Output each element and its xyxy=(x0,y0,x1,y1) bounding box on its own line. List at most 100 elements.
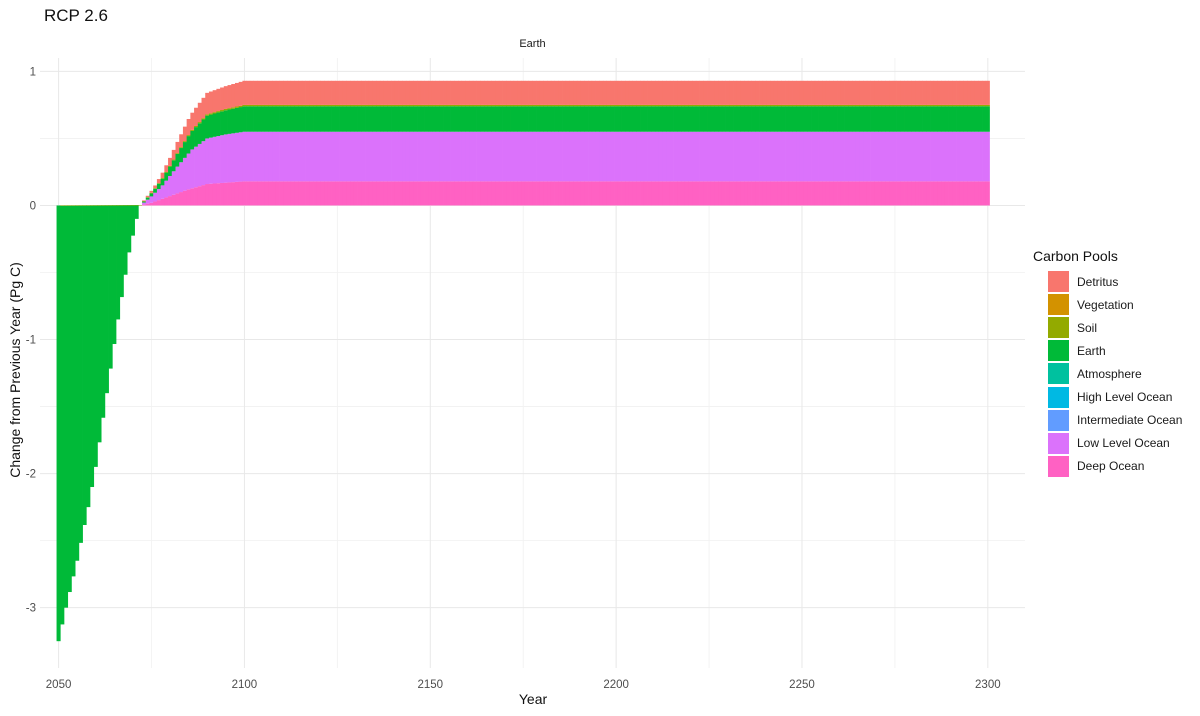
bar-segment-soil xyxy=(179,147,184,149)
bar-segment-low-level-ocean xyxy=(651,131,656,182)
bar-segment-deep-ocean xyxy=(744,181,749,206)
bar-segment-detritus xyxy=(223,86,228,109)
bar-segment-earth xyxy=(387,106,392,132)
bar-segment-earth xyxy=(941,106,946,132)
bar-segment-detritus xyxy=(833,80,838,105)
bar-segment-detritus xyxy=(550,80,555,105)
bar-segment-low-level-ocean xyxy=(625,131,630,182)
bar-segment-earth xyxy=(71,205,76,577)
bar-segment-deep-ocean xyxy=(651,181,656,206)
bar-segment-soil xyxy=(160,178,165,179)
bar-segment-earth xyxy=(840,106,845,132)
legend-label: Vegetation xyxy=(1077,297,1134,312)
legend-label: Atmosphere xyxy=(1077,366,1142,381)
bar-segment-deep-ocean xyxy=(149,202,154,206)
bar-segment-earth xyxy=(576,106,581,132)
bar-segment-low-level-ocean xyxy=(186,153,191,190)
bar-segment-soil xyxy=(718,104,723,107)
bar-segment-earth xyxy=(435,106,440,132)
bar-segment-low-level-ocean xyxy=(480,131,485,182)
bar-segment-soil xyxy=(287,104,292,107)
bar-segment-deep-ocean xyxy=(747,181,752,206)
bar-segment-low-level-ocean xyxy=(379,131,384,182)
bar-segment-detritus xyxy=(365,80,370,105)
bar-segment-detritus xyxy=(428,80,433,105)
bar-segment-earth xyxy=(249,106,254,132)
bar-segment-low-level-ocean xyxy=(164,180,169,198)
bar-segment-deep-ocean xyxy=(982,181,987,206)
bar-segment-earth xyxy=(647,106,652,132)
bar-segment-earth xyxy=(944,106,949,132)
bar-segment-detritus xyxy=(431,80,437,105)
bar-segment-deep-ocean xyxy=(707,181,712,206)
bar-segment-deep-ocean xyxy=(194,187,199,206)
bar-segment-low-level-ocean xyxy=(985,131,990,182)
bar-segment-low-level-ocean xyxy=(457,131,463,182)
bar-segment-deep-ocean xyxy=(357,181,362,206)
bar-segment-earth xyxy=(796,106,801,132)
bar-segment-detritus xyxy=(922,80,927,105)
bar-segment-low-level-ocean xyxy=(729,131,734,182)
bar-segment-detritus xyxy=(688,80,693,105)
bar-segment-deep-ocean xyxy=(669,181,674,206)
bar-segment-detritus xyxy=(710,80,715,105)
bar-segment-detritus xyxy=(532,80,537,105)
bar-segment-soil xyxy=(751,104,756,107)
bar-segment-detritus xyxy=(145,195,150,198)
bar-segment-soil xyxy=(108,205,113,206)
bar-segment-earth xyxy=(450,106,455,132)
bar-segment-detritus xyxy=(907,80,912,105)
bar-segment-earth xyxy=(911,106,916,132)
bar-segment-soil xyxy=(602,104,608,107)
bar-segment-soil xyxy=(145,197,150,198)
bar-segment-soil xyxy=(424,104,429,107)
bar-segment-earth xyxy=(640,106,645,132)
bar-segment-low-level-ocean xyxy=(785,131,790,182)
bar-segment-detritus xyxy=(164,165,169,172)
bar-segment-soil xyxy=(142,201,147,202)
bar-segment-soil xyxy=(409,104,414,107)
bar-segment-low-level-ocean xyxy=(327,131,332,182)
bar-segment-detritus xyxy=(662,80,667,105)
bar-segment-soil xyxy=(465,104,470,107)
legend-label: High Level Ocean xyxy=(1077,390,1173,405)
bar-segment-earth xyxy=(63,205,69,608)
bar-segment-low-level-ocean xyxy=(937,131,942,182)
bar-segment-soil xyxy=(264,104,269,107)
bar-segment-low-level-ocean xyxy=(313,131,318,182)
legend-item: Vegetation xyxy=(1033,293,1182,316)
bar-segment-low-level-ocean xyxy=(405,131,411,182)
bar-segment-low-level-ocean xyxy=(368,131,373,182)
bar-segment-deep-ocean xyxy=(506,181,511,206)
bar-segment-soil xyxy=(825,104,831,107)
bar-segment-earth xyxy=(168,166,173,176)
bar-segment-earth xyxy=(584,106,589,132)
bar-segment-detritus xyxy=(168,157,173,166)
bar-segment-detritus xyxy=(249,80,254,105)
bar-segment-deep-ocean xyxy=(283,181,288,206)
bar-segment-earth xyxy=(431,106,437,132)
legend-label: Intermediate Ocean xyxy=(1077,413,1183,428)
bar-segment-soil xyxy=(510,104,515,107)
bar-segment-deep-ocean xyxy=(242,181,247,206)
bar-segment-detritus xyxy=(484,80,489,105)
bar-segment-detritus xyxy=(242,80,247,105)
bar-segment-earth xyxy=(773,106,778,132)
bar-segment-earth xyxy=(398,106,403,132)
bar-segment-soil xyxy=(788,104,793,107)
bar-segment-earth xyxy=(145,197,150,200)
bar-segment-detritus xyxy=(733,80,738,105)
bar-segment-detritus xyxy=(409,80,414,105)
bar-segment-soil xyxy=(628,104,634,107)
bar-segment-earth xyxy=(420,106,425,132)
bar-segment-low-level-ocean xyxy=(565,131,570,182)
bar-segment-low-level-ocean xyxy=(688,131,693,182)
legend-item: Intermediate Ocean xyxy=(1033,409,1182,432)
bar-segment-earth xyxy=(770,106,775,132)
bar-segment-detritus xyxy=(268,80,273,105)
bar-segment-earth xyxy=(223,110,228,135)
bar-segment-deep-ocean xyxy=(632,181,637,206)
bar-segment-low-level-ocean xyxy=(550,131,555,182)
bar-segment-deep-ocean xyxy=(896,181,901,206)
